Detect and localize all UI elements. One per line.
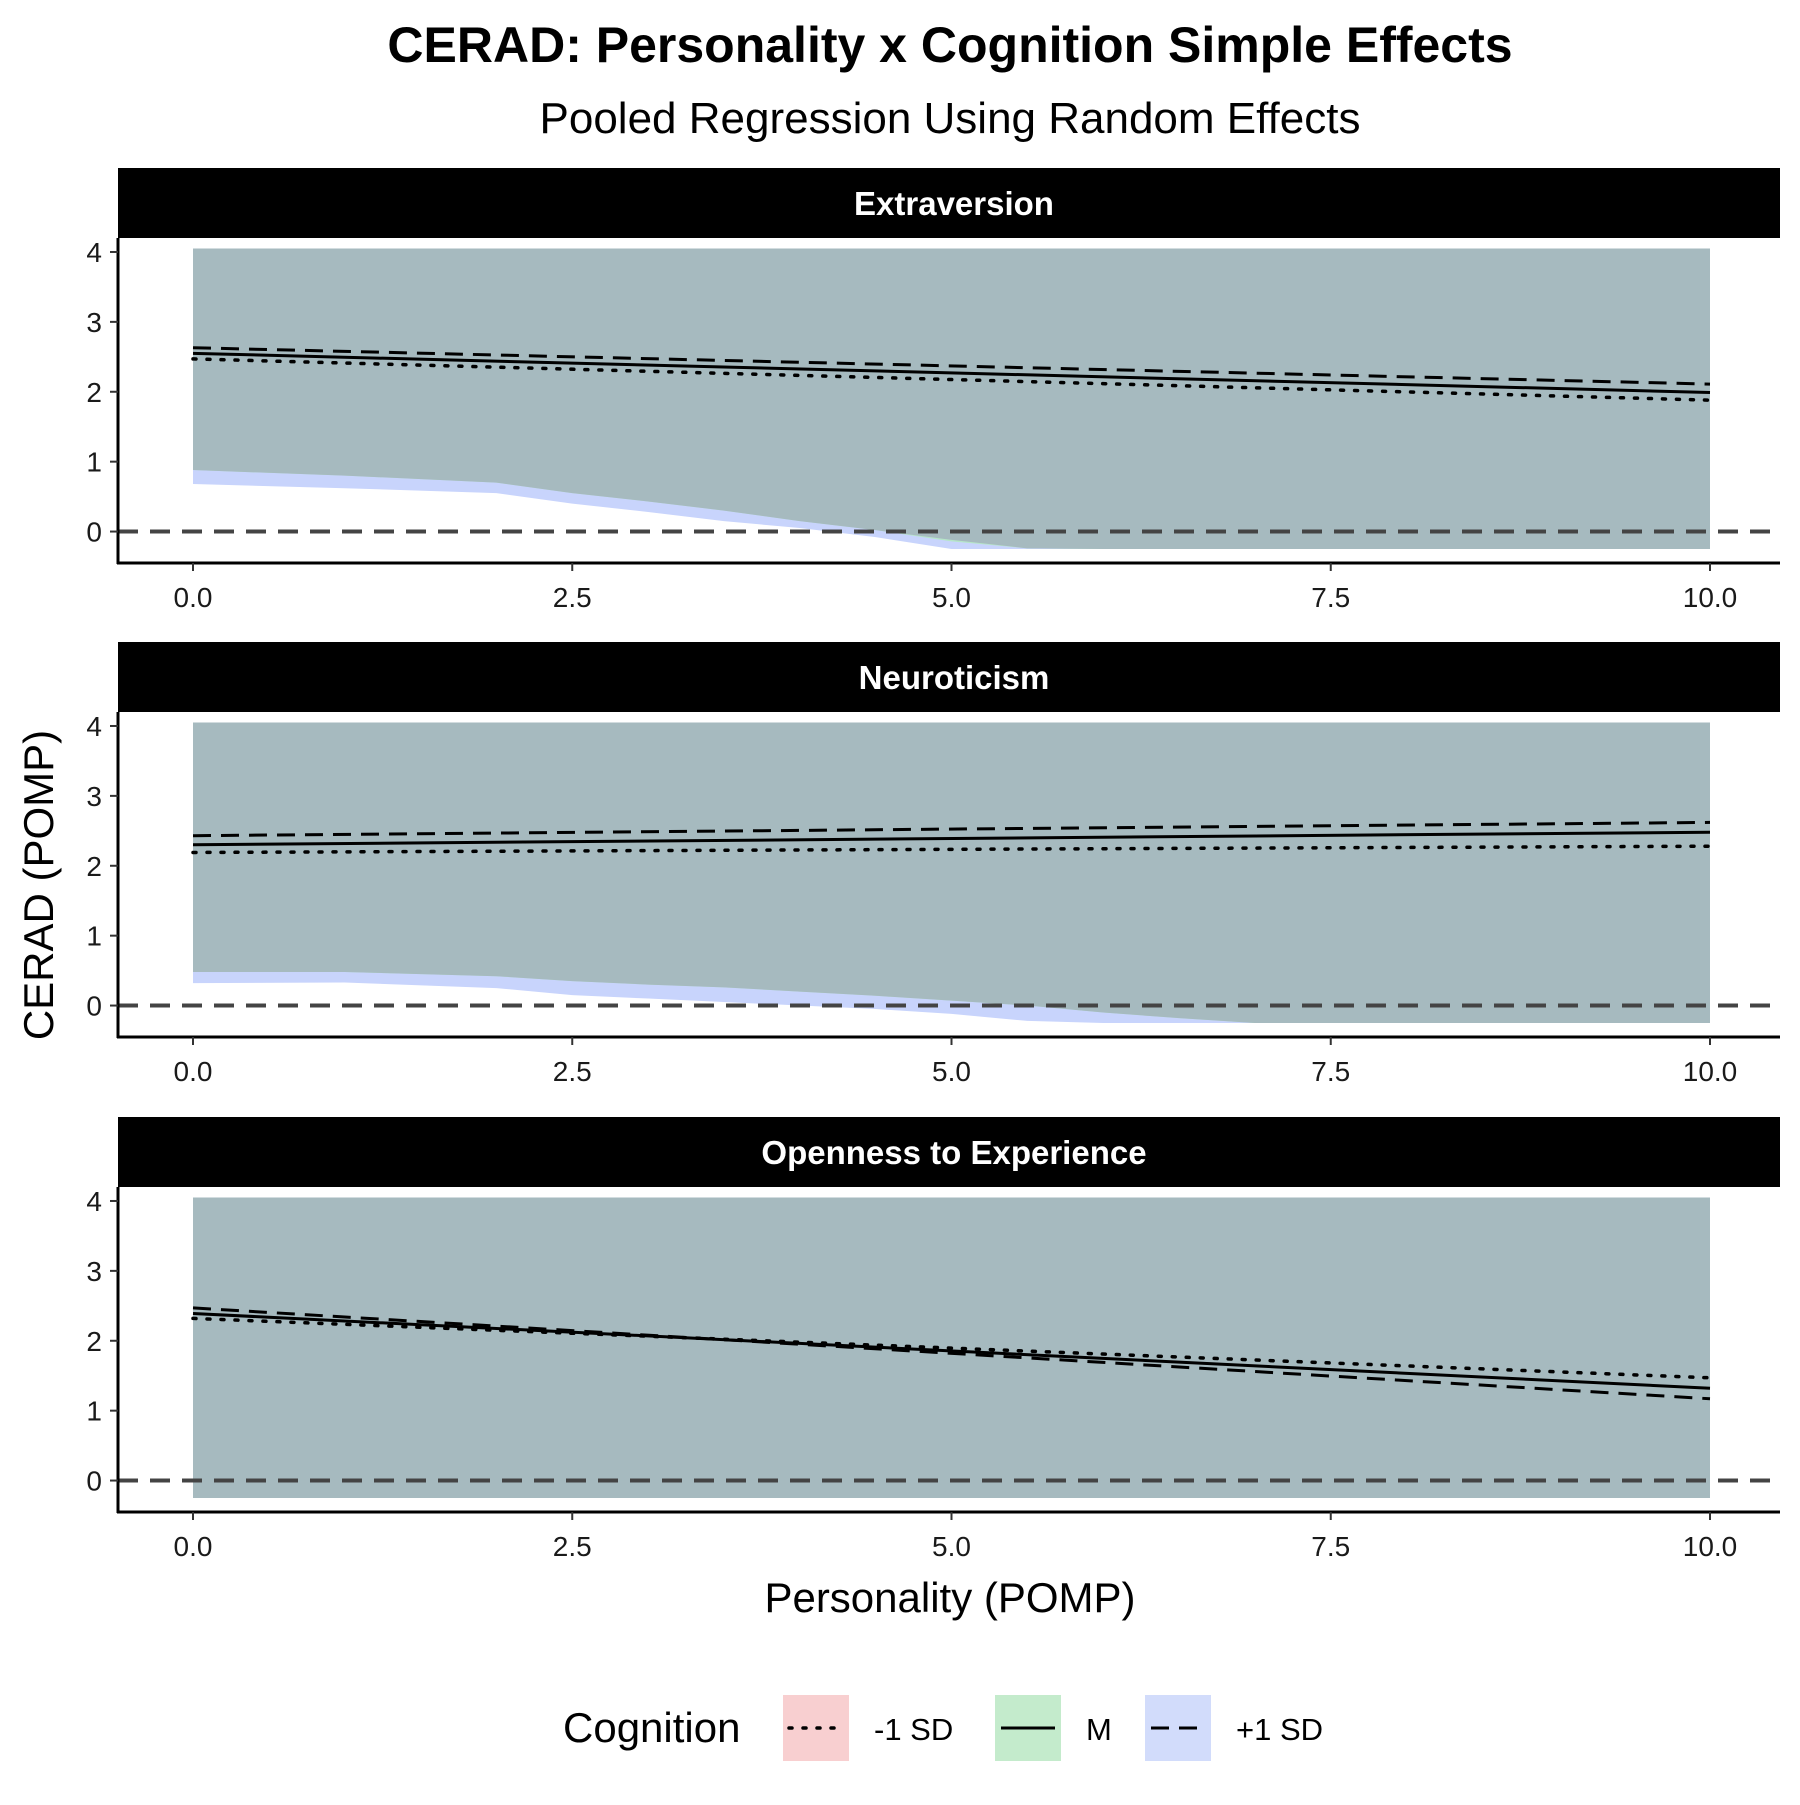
y-tick-label: 0 bbox=[86, 1466, 102, 1497]
legend-label: -1 SD bbox=[874, 1712, 953, 1747]
y-tick-label: 3 bbox=[86, 1256, 102, 1287]
series-line-1-sd bbox=[191, 844, 1712, 855]
legend-item-1-sd: +1 SD bbox=[1145, 1695, 1323, 1761]
y-tick-label: 2 bbox=[86, 851, 102, 882]
series-line-1-sd bbox=[191, 357, 1712, 402]
facet-extraversion: Extraversion 0 1 2 3 4 0.0 2.5 5.0 7.5 10.0 bbox=[86, 168, 1780, 613]
y-tick-label: 1 bbox=[86, 921, 102, 952]
legend: Cognition -1 SD M +1 SD bbox=[563, 1695, 1323, 1761]
facet-strip bbox=[118, 1117, 1780, 1187]
y-tick-label: 4 bbox=[86, 237, 102, 268]
x-tick-label: 2.5 bbox=[553, 1056, 592, 1087]
facet-openness-to-experience: Openness to Experience 0 1 2 3 4 0.0 2.5 5.0 7.5 1… bbox=[86, 1117, 1780, 1562]
legend-label: +1 SD bbox=[1236, 1712, 1323, 1747]
facet-strip bbox=[118, 168, 1780, 238]
x-tick-label: 7.5 bbox=[1311, 582, 1350, 613]
ribbon-overlap bbox=[193, 722, 1710, 1024]
facet-strip bbox=[118, 642, 1780, 712]
series-line-m bbox=[192, 830, 1711, 847]
y-tick-label: 1 bbox=[86, 1396, 102, 1427]
x-tick-label: 5.0 bbox=[932, 1531, 971, 1562]
x-tick-label: 10.0 bbox=[1683, 582, 1738, 613]
y-tick-label: 4 bbox=[86, 711, 102, 742]
y-tick-label: 2 bbox=[86, 377, 102, 408]
chart-subtitle: Pooled Regression Using Random Effects bbox=[540, 94, 1361, 143]
y-tick-label: 3 bbox=[86, 307, 102, 338]
series-line-1-sd bbox=[191, 1316, 1712, 1380]
x-tick-label: 2.5 bbox=[553, 1531, 592, 1562]
x-tick-label: 7.5 bbox=[1311, 1531, 1350, 1562]
x-tick-label: 7.5 bbox=[1311, 1056, 1350, 1087]
legend-item-m: M bbox=[995, 1695, 1112, 1761]
ribbon-overlap bbox=[193, 248, 1710, 550]
x-tick-label: 0.0 bbox=[174, 1056, 213, 1087]
x-tick-label: 5.0 bbox=[932, 582, 971, 613]
series-line-1-sd bbox=[192, 1306, 1711, 1401]
legend-item-1-sd: -1 SD bbox=[783, 1695, 953, 1761]
x-tick-label: 2.5 bbox=[553, 582, 592, 613]
legend-label: M bbox=[1086, 1712, 1112, 1747]
y-tick-label: 0 bbox=[86, 517, 102, 548]
y-tick-label: 0 bbox=[86, 991, 102, 1022]
series-line-1-sd bbox=[192, 820, 1711, 838]
x-tick-label: 10.0 bbox=[1683, 1531, 1738, 1562]
x-tick-label: 0.0 bbox=[174, 582, 213, 613]
series-line-1-sd bbox=[192, 346, 1711, 386]
x-tick-label: 10.0 bbox=[1683, 1056, 1738, 1087]
y-axis-title: CERAD (POMP) bbox=[15, 730, 62, 1040]
legend-title: Cognition bbox=[563, 1704, 740, 1751]
facet-strip-label: Neuroticism bbox=[859, 659, 1050, 696]
series-line-m bbox=[192, 351, 1711, 394]
series-line-m bbox=[192, 1312, 1711, 1390]
y-tick-label: 3 bbox=[86, 781, 102, 812]
x-tick-label: 0.0 bbox=[174, 1531, 213, 1562]
facet-strip-label: Openness to Experience bbox=[761, 1134, 1146, 1171]
y-tick-label: 2 bbox=[86, 1326, 102, 1357]
x-axis-title: Personality (POMP) bbox=[764, 1574, 1135, 1621]
x-tick-label: 5.0 bbox=[932, 1056, 971, 1087]
chart-title: CERAD: Personality x Cognition Simple Ef… bbox=[387, 17, 1512, 73]
facet-neuroticism: Neuroticism 0 1 2 3 4 0.0 2.5 5.0 7.5 10.0 bbox=[86, 642, 1780, 1087]
facet-strip-label: Extraversion bbox=[854, 185, 1054, 222]
y-tick-label: 1 bbox=[86, 447, 102, 478]
y-tick-label: 4 bbox=[86, 1186, 102, 1217]
